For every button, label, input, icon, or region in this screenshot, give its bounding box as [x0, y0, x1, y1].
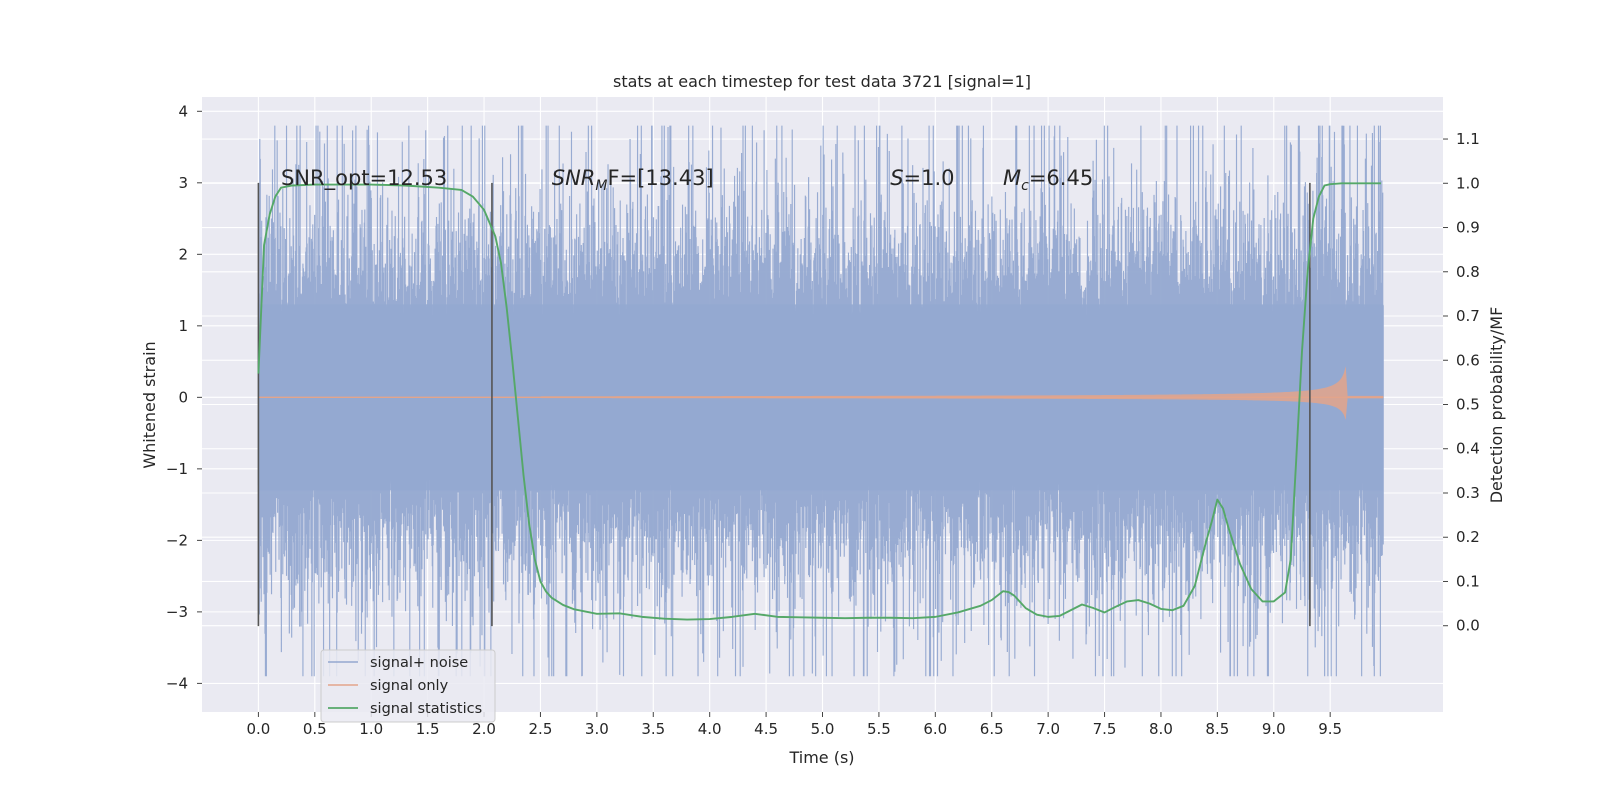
y-right-tick-label: 0.1 — [1456, 572, 1480, 590]
legend-box — [320, 649, 496, 723]
annotation-3: Mc=6.45 — [1003, 166, 1093, 194]
signal-only-series — [258, 366, 1384, 420]
y-axis-right-label: Detection probability/MF — [1487, 307, 1506, 504]
x-tick-label: 1.5 — [416, 720, 440, 738]
annotation-subscript: M — [595, 178, 607, 194]
x-tick-label: 9.5 — [1318, 720, 1342, 738]
y-tick-label: −2 — [166, 531, 188, 549]
y-right-tick-label: 0.4 — [1456, 440, 1480, 458]
annotation-value: =6.45 — [1029, 166, 1093, 190]
y-tick-label: 4 — [178, 102, 188, 120]
y-right-tick-label: 0.6 — [1456, 351, 1480, 369]
y-tick-label: 1 — [178, 317, 188, 335]
legend-label-signal-statistics: signal statistics — [370, 701, 482, 717]
y-tick-label: 3 — [178, 174, 188, 192]
x-tick-label: 9.0 — [1262, 720, 1286, 738]
x-tick-label: 0.5 — [303, 720, 327, 738]
signal-statistics-line — [257, 182, 1381, 621]
y-right-tick-label: 0.0 — [1456, 617, 1480, 635]
y-right-tick-label: 0.5 — [1456, 396, 1480, 414]
annotation-symbol: S — [890, 166, 903, 190]
x-axis-label: Time (s) — [788, 748, 854, 767]
y-tick-label: 0 — [178, 388, 188, 406]
x-tick-label: 0.0 — [246, 720, 270, 738]
x-tick-label: 6.5 — [980, 720, 1004, 738]
x-tick-label: 6.0 — [923, 720, 947, 738]
x-tick-label: 8.0 — [1149, 720, 1173, 738]
annotation-0: SNR_opt=12.53 — [281, 166, 447, 191]
y-tick-label: −1 — [166, 460, 188, 478]
y-axis-label: Whitened strain — [140, 341, 159, 468]
x-tick-label: 5.0 — [811, 720, 835, 738]
y-right-tick-label: 0.7 — [1456, 307, 1480, 325]
annotation-2: S=1.0 — [890, 166, 954, 190]
y-right-tick-label: 1.1 — [1456, 130, 1480, 148]
x-tick-label: 7.5 — [1093, 720, 1117, 738]
axis-ticks: 0.0 0.5 1.0 1.5 2.0 2.5 3.0 3.5 4.0 4.5 5.0 5.5 6.0 6… — [166, 102, 1480, 738]
y-right-tick-label: 0.8 — [1456, 263, 1480, 281]
y-right-tick-label: 0.3 — [1456, 484, 1480, 502]
y-right-tick-label: 0.9 — [1456, 219, 1480, 237]
y-tick-label: 2 — [178, 245, 188, 263]
annotation-value: F=[13.43] — [607, 166, 713, 190]
y-right-tick-label: 0.2 — [1456, 528, 1480, 546]
signal-statistics-series — [257, 182, 1381, 621]
y-tick-label: −3 — [166, 603, 188, 621]
x-tick-label: 4.0 — [698, 720, 722, 738]
annotation-symbol: SNR — [552, 166, 596, 190]
x-tick-label: 8.5 — [1205, 720, 1229, 738]
x-tick-label: 7.0 — [1036, 720, 1060, 738]
annotation-1: SNRMF=[13.43] — [552, 166, 714, 194]
annotation-subscript: c — [1021, 178, 1029, 194]
x-tick-label: 3.0 — [585, 720, 609, 738]
x-tick-label: 5.5 — [867, 720, 891, 738]
x-tick-label: 2.0 — [472, 720, 496, 738]
legend-label-signal-only: signal only — [370, 678, 449, 694]
x-tick-label: 2.5 — [529, 720, 553, 738]
legend: signal+ noise signal only signal statist… — [320, 649, 496, 723]
annotation-value: =1.0 — [904, 166, 955, 190]
y-right-tick-label: 1.0 — [1456, 174, 1480, 192]
y-tick-label: −4 — [166, 674, 188, 692]
annotations: SNR_opt=12.53 SNRMF=[13.43] S=1.0 Mc=6.45 — [281, 166, 1093, 194]
annotation-symbol: M — [1003, 166, 1021, 190]
chart-title: stats at each timestep for test data 372… — [613, 72, 1031, 91]
x-tick-label: 1.0 — [359, 720, 383, 738]
x-tick-label: 3.5 — [641, 720, 665, 738]
legend-label-signal-noise: signal+ noise — [370, 655, 468, 671]
x-tick-label: 4.5 — [754, 720, 778, 738]
